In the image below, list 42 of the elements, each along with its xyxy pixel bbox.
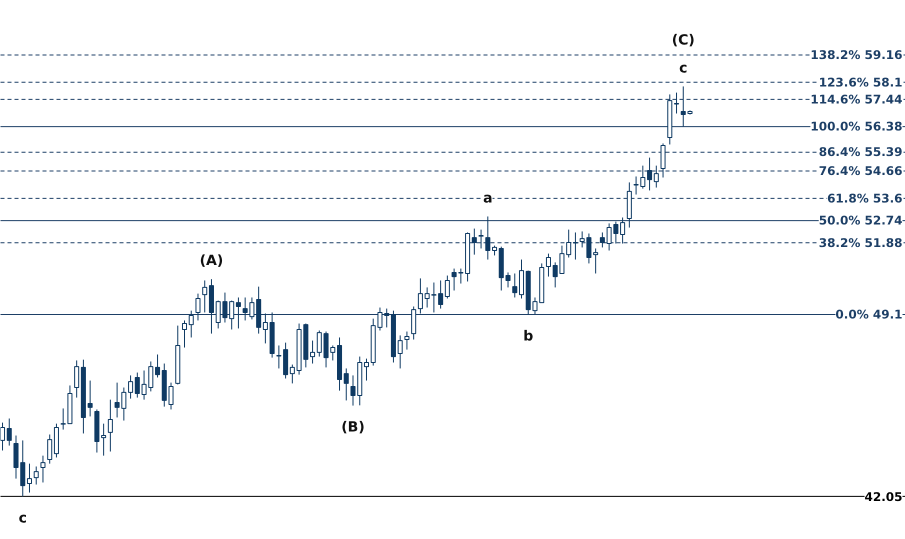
candlestick (472, 228, 477, 256)
candlestick (128, 374, 134, 400)
candlestick (114, 382, 120, 418)
ref-line-label: 138.2% 59.16 (810, 48, 903, 62)
candlestick (236, 296, 241, 329)
candlestick (580, 230, 585, 248)
candlestick (202, 280, 208, 313)
ref-line-label: 42.05 (864, 490, 903, 504)
candlestick (74, 360, 80, 398)
candlestick (452, 268, 457, 292)
candlestick (60, 408, 66, 430)
ref-line-label: 38.2% 51.88 (818, 236, 902, 250)
annotation: (B) (341, 420, 365, 436)
annotation: c (679, 60, 688, 76)
annotation: b (523, 328, 534, 345)
annotation: (A) (200, 253, 224, 270)
candlestick (242, 296, 248, 321)
candlestick (34, 466, 39, 486)
ref-line-label: 50.0% 52.74 (818, 214, 902, 228)
candlestick (654, 165, 659, 188)
candlestick (195, 293, 201, 321)
candlestick (121, 387, 126, 422)
annotation: a (483, 190, 493, 206)
candlestick (40, 455, 46, 483)
ref-line-label: 61.8% 53.6 (827, 191, 903, 206)
annotation: c (18, 510, 27, 526)
ref-line-label: 0.0% 49.1 (835, 308, 903, 322)
candlestick (444, 275, 450, 300)
ref-line-label: 123.6% 58.1 (818, 75, 902, 90)
ref-line-label: 100.0% 56.38 (810, 120, 903, 134)
candlestick (478, 229, 484, 249)
candlestick (634, 176, 639, 196)
annotation: (C) (672, 32, 695, 48)
candlestick (47, 434, 52, 464)
candlestick (404, 331, 410, 350)
ref-line-label: 114.6% 57.44 (810, 92, 903, 106)
candlestick (660, 142, 666, 178)
candlestick (572, 232, 578, 260)
candlestick (108, 399, 113, 452)
candlestick (411, 306, 416, 340)
ref-line-label: 86.4% 55.39 (818, 145, 902, 160)
ref-line-label: 76.4% 54.66 (818, 164, 902, 178)
